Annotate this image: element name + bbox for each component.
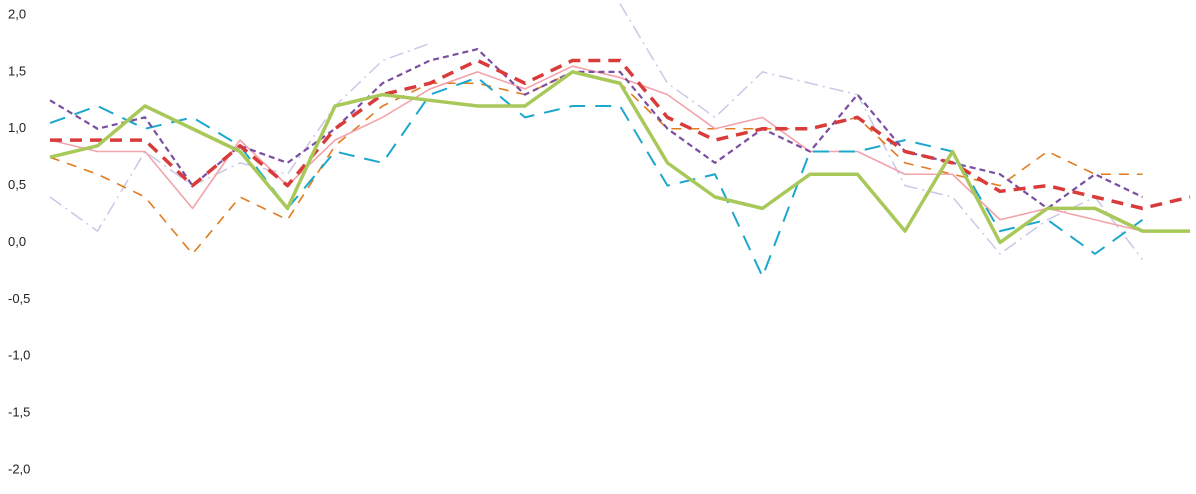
- y-tick-label: -0,5: [8, 291, 30, 306]
- y-tick-label: 1,5: [8, 63, 26, 78]
- y-tick-label: -1,5: [8, 405, 30, 420]
- y-tick-label: 0,5: [8, 177, 26, 192]
- series-line: [49, 70, 1190, 245]
- y-tick-label: -2,0: [8, 461, 30, 476]
- series-line: [49, 71, 1143, 255]
- series-line: [50, 58, 1191, 211]
- series-line: [49, 48, 1143, 210]
- y-tick-label: 1,0: [8, 120, 26, 135]
- y-tick-label: 0,0: [8, 234, 26, 249]
- y-tick-label: 2,0: [8, 6, 26, 21]
- series-line: [49, 65, 1143, 232]
- y-tick-label: -1,0: [8, 348, 30, 363]
- series-line: [49, 3, 1144, 261]
